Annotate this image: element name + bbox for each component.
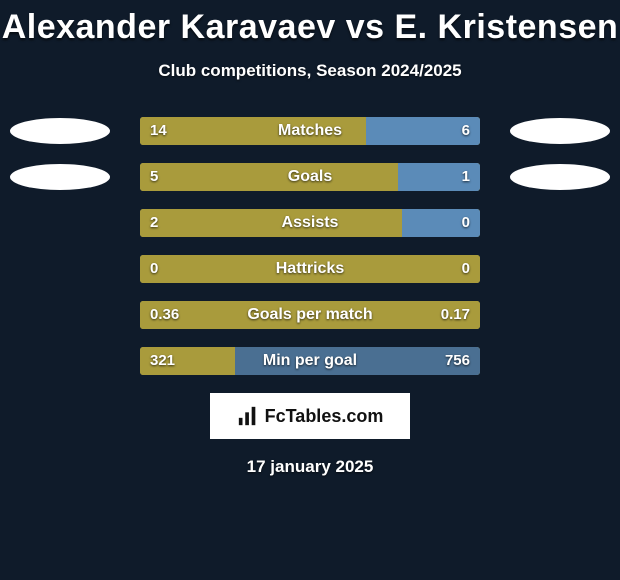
bar-track [140, 347, 480, 375]
comparison-card: Alexander Karavaev vs E. Kristensen Club… [0, 0, 620, 580]
team-oval-left [10, 118, 110, 144]
bar-track [140, 209, 480, 237]
bar-track [140, 301, 480, 329]
value-right: 6 [462, 117, 470, 145]
value-left: 5 [150, 163, 158, 191]
stat-row: 321756Min per goal [0, 347, 620, 375]
bar-track [140, 117, 480, 145]
value-left: 14 [150, 117, 167, 145]
bar-track [140, 255, 480, 283]
bar-track [140, 163, 480, 191]
subtitle: Club competitions, Season 2024/2025 [0, 61, 620, 81]
stat-row: 20Assists [0, 209, 620, 237]
bar-left [140, 163, 398, 191]
value-right: 0.17 [441, 301, 470, 329]
chart-bars-icon [237, 405, 259, 427]
bar-right [235, 347, 480, 375]
logo-text: FcTables.com [265, 406, 384, 427]
value-right: 1 [462, 163, 470, 191]
date-text: 17 january 2025 [0, 457, 620, 477]
stat-row: 146Matches [0, 117, 620, 145]
bar-left [140, 255, 480, 283]
value-left: 2 [150, 209, 158, 237]
value-right: 756 [445, 347, 470, 375]
source-logo: FcTables.com [210, 393, 410, 439]
value-left: 0 [150, 255, 158, 283]
team-oval-right [510, 164, 610, 190]
stat-row: 0.360.17Goals per match [0, 301, 620, 329]
stat-row: 51Goals [0, 163, 620, 191]
stats-container: 146Matches51Goals20Assists00Hattricks0.3… [0, 117, 620, 375]
value-left: 0.36 [150, 301, 179, 329]
value-right: 0 [462, 255, 470, 283]
bar-left [140, 209, 402, 237]
team-oval-left [10, 164, 110, 190]
value-left: 321 [150, 347, 175, 375]
stat-row: 00Hattricks [0, 255, 620, 283]
bar-left [140, 301, 480, 329]
bar-left [140, 117, 366, 145]
value-right: 0 [462, 209, 470, 237]
page-title: Alexander Karavaev vs E. Kristensen [0, 0, 620, 47]
team-oval-right [510, 118, 610, 144]
